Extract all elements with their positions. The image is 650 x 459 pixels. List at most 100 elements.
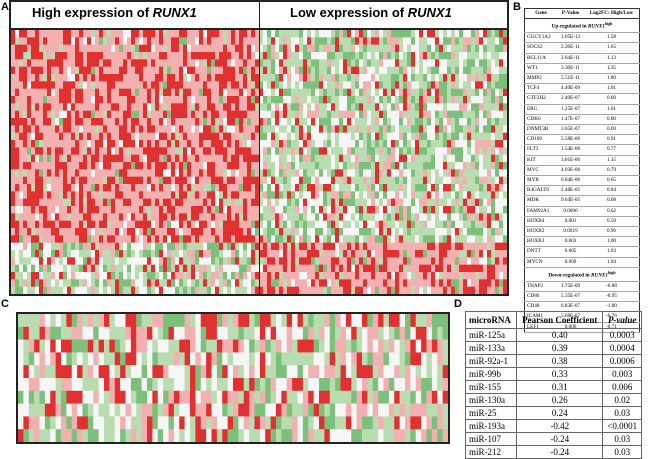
heatmap-cell xyxy=(207,257,212,265)
heatmap-cell xyxy=(331,198,336,207)
heatmap-cell xyxy=(375,176,380,185)
heatmap-cell xyxy=(423,88,428,97)
heatmap-cell xyxy=(255,220,260,229)
heatmap-cell xyxy=(179,103,184,111)
heatmap-cell xyxy=(399,132,404,141)
heatmap-cell xyxy=(71,118,76,126)
heatmap-cell xyxy=(270,352,277,366)
heatmap-cell xyxy=(487,88,492,97)
heatmap-cell xyxy=(475,242,480,251)
heatmap-cell xyxy=(115,96,120,104)
heatmap-cell xyxy=(67,52,72,60)
heatmap-cell xyxy=(427,184,432,192)
heatmap-cell xyxy=(375,110,380,119)
heatmap-cell xyxy=(363,286,368,294)
heatmap-cell xyxy=(403,206,408,214)
heatmap-cell xyxy=(303,184,308,192)
heatmap-cell xyxy=(157,365,164,379)
heatmap-cell xyxy=(335,272,340,280)
table-row: FAM92A1 0.0006 0.62 xyxy=(524,206,640,217)
heatmap-cell xyxy=(263,206,268,214)
heatmap-cell xyxy=(399,59,404,67)
heatmap-cell xyxy=(127,272,132,280)
heatmap-cell xyxy=(120,339,126,353)
heatmap-cell xyxy=(283,44,288,53)
heatmap-cell xyxy=(315,242,320,251)
heatmap-cell xyxy=(151,279,156,287)
heatmap-cell xyxy=(327,169,332,177)
heatmap-cell xyxy=(455,154,460,163)
heatmap-cell xyxy=(187,125,192,133)
heatmap-cell xyxy=(79,184,84,192)
heatmap-cell xyxy=(43,147,48,155)
heatmap-cell xyxy=(308,314,314,328)
heatmap-cell xyxy=(159,286,164,294)
heatmap-cell xyxy=(235,206,240,214)
heatmap-cell xyxy=(83,257,88,265)
heatmap-cell xyxy=(499,110,504,119)
heatmap-cell xyxy=(403,286,408,294)
heatmap-cell xyxy=(251,140,256,148)
heatmap-cell xyxy=(459,213,464,221)
heatmap-cell xyxy=(423,132,428,141)
heatmap-cell xyxy=(415,279,420,287)
heatmap-cell xyxy=(66,314,73,328)
heatmap-cell xyxy=(375,132,380,141)
heatmap-cell xyxy=(295,30,300,38)
heatmap-cell xyxy=(419,44,424,53)
heatmap-cell xyxy=(11,110,16,119)
heatmap-cell xyxy=(439,30,444,38)
heatmap-cell xyxy=(335,339,341,353)
heatmap-cell xyxy=(31,140,36,148)
heatmap-cell xyxy=(203,88,208,97)
heatmap-cell xyxy=(87,191,92,199)
heatmap-cell xyxy=(399,220,404,229)
gene-table-header: Gene P-Value Log2FC: High/Low xyxy=(524,8,640,20)
heatmap-cell xyxy=(356,352,363,366)
heatmap-cell xyxy=(135,257,140,265)
heatmap-cell xyxy=(363,176,368,185)
heatmap-cell xyxy=(219,242,224,251)
heatmap-cell xyxy=(431,132,436,141)
heatmap-cell xyxy=(303,96,308,104)
heatmap-cell xyxy=(123,242,128,251)
heatmap-cell xyxy=(315,250,320,258)
heatmap-cell xyxy=(279,74,284,82)
heatmap-cell xyxy=(335,198,340,207)
heatmap-cell xyxy=(111,191,116,199)
heatmap-cell xyxy=(91,66,96,75)
heatmap-cell xyxy=(18,352,24,366)
heatmap-cell xyxy=(383,96,388,104)
heatmap-cell xyxy=(351,140,356,148)
heatmap-cell xyxy=(491,74,496,82)
heatmap-cell xyxy=(111,286,116,294)
heatmap-cell xyxy=(443,220,448,229)
heatmap-cell xyxy=(135,74,140,82)
heatmap-cell xyxy=(379,44,384,53)
heatmap-cell xyxy=(335,132,340,141)
heatmap-cell xyxy=(59,132,64,141)
heatmap-cell xyxy=(307,66,312,75)
heatmap-cell xyxy=(343,44,348,53)
heatmap-cell xyxy=(271,169,276,177)
heatmap-cell xyxy=(503,118,507,126)
heatmap-cell xyxy=(67,213,72,221)
heatmap-cell xyxy=(216,352,223,366)
heatmap-cell xyxy=(27,162,32,170)
heatmap-cell xyxy=(343,176,348,185)
heatmap-cell xyxy=(23,228,28,236)
heatmap-cell xyxy=(411,96,416,104)
heatmap-cell xyxy=(155,220,160,229)
heatmap-cell xyxy=(271,250,276,258)
table-row: HOXB4 0.001 0.59 xyxy=(524,216,640,228)
heatmap-cell xyxy=(23,103,28,111)
heatmap-cell xyxy=(175,74,180,82)
heatmap-cell xyxy=(11,220,16,229)
heatmap-cell xyxy=(75,81,80,89)
heatmap-cell xyxy=(151,66,156,75)
heatmap-cell xyxy=(43,162,48,170)
heatmap-cell xyxy=(135,66,140,75)
heatmap-cell xyxy=(467,264,472,273)
heatmap-cell xyxy=(331,88,336,97)
heatmap-cell xyxy=(195,365,202,379)
